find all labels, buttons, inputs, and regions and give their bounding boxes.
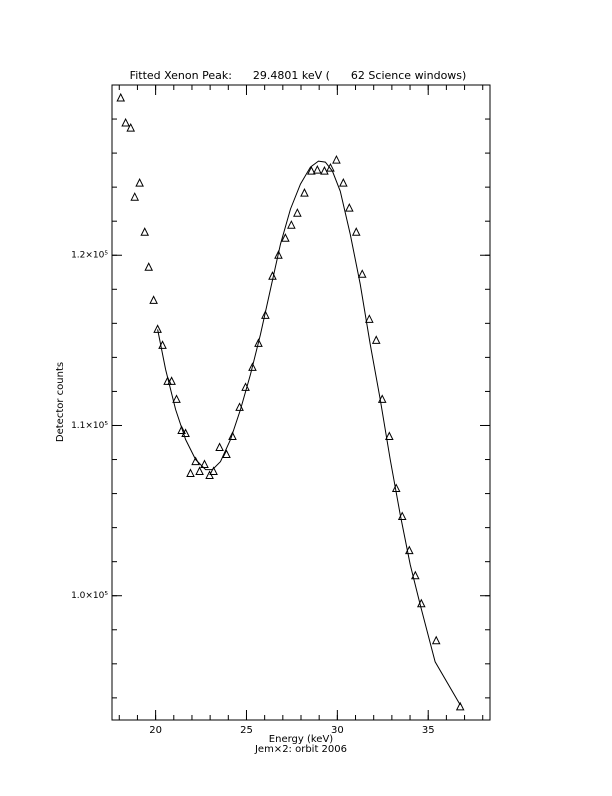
data-point (357, 269, 367, 278)
data-point (149, 295, 158, 304)
data-point (320, 166, 329, 175)
data-point (385, 431, 394, 440)
data-point (455, 701, 465, 711)
data-point (261, 310, 270, 319)
x-tick-label: 35 (422, 725, 435, 736)
data-point (222, 449, 231, 459)
data-point (307, 166, 316, 175)
data-point (130, 192, 140, 201)
data-point (410, 570, 420, 580)
data-point (287, 220, 296, 229)
data-point (209, 466, 218, 476)
data-point (293, 208, 302, 217)
data-point (345, 203, 354, 212)
y-tick-label: 1.1×10⁵ (71, 421, 108, 431)
x-tick-label: 30 (331, 725, 344, 736)
data-point (186, 468, 195, 478)
data-point (172, 394, 181, 403)
data-point (300, 187, 309, 197)
data-point (332, 154, 341, 164)
x-axis-label: Energy (keV) (269, 734, 334, 745)
data-point (339, 178, 348, 187)
data-point (167, 376, 176, 385)
data-point (431, 635, 441, 645)
data-point (281, 233, 290, 242)
data-point (144, 262, 154, 271)
data-point (215, 442, 224, 452)
subtitle: Jem×2: orbit 2006 (254, 744, 347, 755)
y-axis-label: Detector counts (55, 362, 66, 442)
data-point (200, 459, 209, 469)
data-point (274, 250, 283, 259)
data-point (254, 338, 263, 347)
chart-title: Fitted Xenon Peak: 29.4801 keV ( 62 Scie… (130, 69, 467, 82)
data-point (140, 227, 150, 236)
data-point (371, 335, 381, 344)
x-tick-label: 20 (149, 725, 162, 736)
data-point (248, 362, 257, 371)
data-point (135, 178, 144, 187)
data-point (126, 122, 136, 132)
data-point (195, 466, 204, 476)
data-point (326, 162, 335, 172)
data-point (205, 470, 214, 480)
data-point (365, 314, 374, 323)
data-point (177, 425, 186, 435)
y-tick-label: 1.0×10⁵ (71, 591, 108, 601)
fit-line (157, 160, 461, 706)
data-point (121, 117, 130, 127)
data-point (116, 92, 126, 102)
data-point (153, 324, 162, 333)
data-point (313, 165, 322, 174)
data-point (228, 431, 237, 440)
y-tick-label: 1.2×10⁵ (71, 251, 108, 261)
data-point (351, 227, 361, 236)
x-tick-label: 25 (240, 725, 253, 736)
